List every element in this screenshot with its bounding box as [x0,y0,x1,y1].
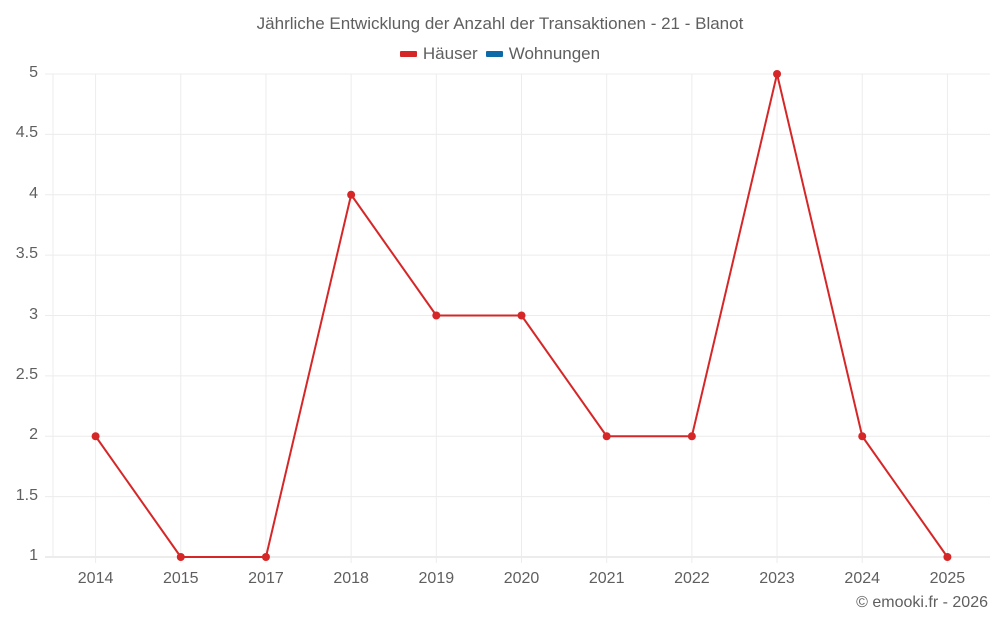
data-point[interactable] [347,190,356,199]
data-point[interactable] [91,432,100,441]
y-tick-label: 4.5 [15,124,38,142]
x-tick-label: 2015 [162,570,199,587]
x-tick-label: 2014 [77,570,114,587]
data-point[interactable] [176,553,185,561]
legend: Häuser Wohnungen [0,44,1000,64]
data-point[interactable] [687,432,696,441]
legend-item-haeuser[interactable]: Häuser [399,44,478,64]
y-tick-label: 3.5 [15,245,38,263]
data-point[interactable] [773,70,782,78]
x-tick-label: 2019 [418,570,455,587]
credit-text: © emooki.fr - 2026 [856,594,988,611]
y-tick-label: 1.5 [15,486,38,504]
y-tick-label: 5 [29,64,38,81]
legend-swatch-wohnungen [485,51,503,57]
legend-swatch-haeuser [399,51,417,57]
y-tick-label: 4 [29,184,38,202]
legend-item-wohnungen[interactable]: Wohnungen [485,44,601,64]
chart-title: Jährliche Entwicklung der Anzahl der Tra… [256,14,744,33]
x-tick-label: 2024 [844,570,881,587]
data-point[interactable] [261,553,270,561]
x-tick-label: 2020 [503,570,540,587]
data-point[interactable] [432,311,441,320]
data-point[interactable] [943,553,952,561]
data-point[interactable] [517,311,526,320]
legend-label-haeuser: Häuser [422,44,478,63]
x-tick-label: 2017 [248,570,284,587]
x-tick-label: 2025 [929,570,966,587]
x-tick-label: 2021 [588,570,625,587]
x-tick-label: 2022 [674,570,710,587]
x-tick-label: 2023 [759,570,795,587]
y-tick-label: 1 [29,547,38,564]
data-point[interactable] [602,432,611,441]
data-point[interactable] [858,432,867,441]
x-tick-label: 2018 [333,570,369,587]
y-tick-label: 2.5 [15,365,38,383]
legend-label-wohnungen: Wohnungen [508,44,601,63]
y-tick-label: 2 [29,426,38,444]
y-tick-label: 3 [29,305,38,323]
